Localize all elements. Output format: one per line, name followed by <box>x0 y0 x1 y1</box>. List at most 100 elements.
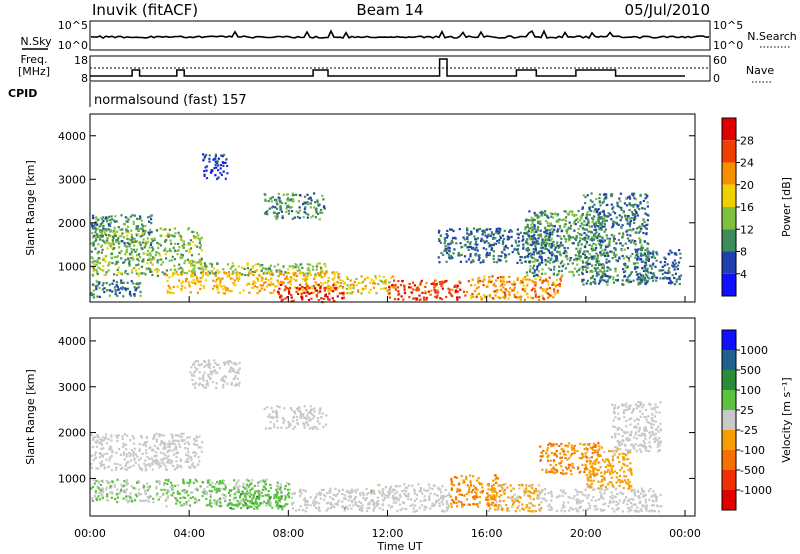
data-cell <box>99 483 103 486</box>
data-cell <box>486 251 489 254</box>
data-cell <box>488 275 491 279</box>
data-cell <box>246 493 249 496</box>
data-cell <box>500 288 503 291</box>
data-cell <box>435 499 438 502</box>
data-cell <box>492 257 495 260</box>
data-cell <box>566 247 569 250</box>
data-cell <box>105 480 109 483</box>
data-cell <box>604 273 607 276</box>
data-cell <box>553 290 556 293</box>
data-cell <box>256 268 259 272</box>
data-cell <box>268 500 272 503</box>
data-cell <box>210 505 213 508</box>
data-cell <box>470 232 473 235</box>
data-cell <box>302 274 305 277</box>
data-cell <box>449 293 452 296</box>
data-cell <box>164 454 167 457</box>
data-cell <box>188 283 191 286</box>
data-cell <box>139 467 142 471</box>
data-cell <box>237 279 240 282</box>
data-cell <box>433 503 436 506</box>
data-cell <box>229 267 232 270</box>
data-cell <box>106 498 109 502</box>
data-cell <box>430 282 433 285</box>
data-cell <box>533 228 536 231</box>
data-cell <box>541 468 544 471</box>
data-cell <box>626 196 630 199</box>
data-cell <box>456 505 459 508</box>
data-cell <box>580 243 583 246</box>
data-cell <box>186 243 189 246</box>
data-cell <box>558 265 561 268</box>
data-cell <box>318 491 321 494</box>
data-cell <box>234 483 238 486</box>
data-cell <box>107 466 110 469</box>
data-cell <box>128 245 132 248</box>
data-cell <box>175 434 178 437</box>
data-cell <box>134 250 137 253</box>
data-cell <box>501 242 504 246</box>
data-cell <box>246 283 249 286</box>
data-cell <box>119 281 123 284</box>
data-cell <box>541 289 545 292</box>
data-cell <box>534 274 537 277</box>
data-cell <box>313 277 316 280</box>
data-cell <box>287 421 290 424</box>
data-cell <box>151 462 154 465</box>
data-cell <box>265 211 268 214</box>
data-cell <box>558 285 561 288</box>
station-title: Inuvik (fitACF) <box>92 1 198 19</box>
data-cell <box>558 225 561 228</box>
data-cell <box>175 272 178 275</box>
data-cell <box>190 273 193 276</box>
data-cell <box>136 455 139 458</box>
data-cell <box>158 466 161 469</box>
data-cell <box>477 277 480 280</box>
data-cell <box>275 285 278 288</box>
nsearch-tick-top: 10^5 <box>713 19 743 32</box>
data-cell <box>180 271 183 274</box>
data-cell <box>455 242 458 245</box>
data-cell <box>164 479 167 482</box>
data-cell <box>116 294 119 297</box>
data-cell <box>513 247 516 250</box>
data-cell <box>365 510 369 513</box>
data-cell <box>663 261 667 264</box>
data-cell <box>156 463 159 466</box>
data-cell <box>508 275 511 278</box>
data-cell <box>607 212 610 215</box>
data-cell <box>285 286 288 289</box>
data-cell <box>448 493 451 496</box>
data-cell <box>281 216 284 219</box>
data-cell <box>180 289 183 292</box>
data-cell <box>142 443 145 446</box>
data-cell <box>647 242 650 246</box>
data-cell <box>553 248 556 251</box>
data-cell <box>381 508 384 511</box>
data-cell <box>130 449 133 452</box>
data-cell <box>592 242 595 245</box>
data-cell <box>176 253 179 256</box>
data-cell <box>641 223 644 226</box>
data-cell <box>601 225 604 228</box>
data-cell <box>96 223 99 226</box>
data-cell <box>548 225 551 228</box>
data-cell <box>323 498 326 501</box>
data-cell <box>633 197 636 200</box>
data-cell <box>284 202 287 205</box>
data-cell <box>174 484 177 487</box>
data-cell <box>635 254 638 257</box>
data-cell <box>95 217 98 220</box>
data-cell <box>434 279 437 282</box>
data-cell <box>204 155 207 158</box>
data-cell <box>533 271 536 274</box>
data-cell <box>299 410 302 413</box>
data-cell <box>109 229 113 232</box>
data-cell <box>466 232 469 235</box>
data-cell <box>353 280 356 283</box>
data-cell <box>582 228 585 231</box>
data-cell <box>196 278 199 282</box>
data-cell <box>504 253 507 256</box>
data-cell <box>273 265 276 268</box>
data-cell <box>451 498 454 502</box>
